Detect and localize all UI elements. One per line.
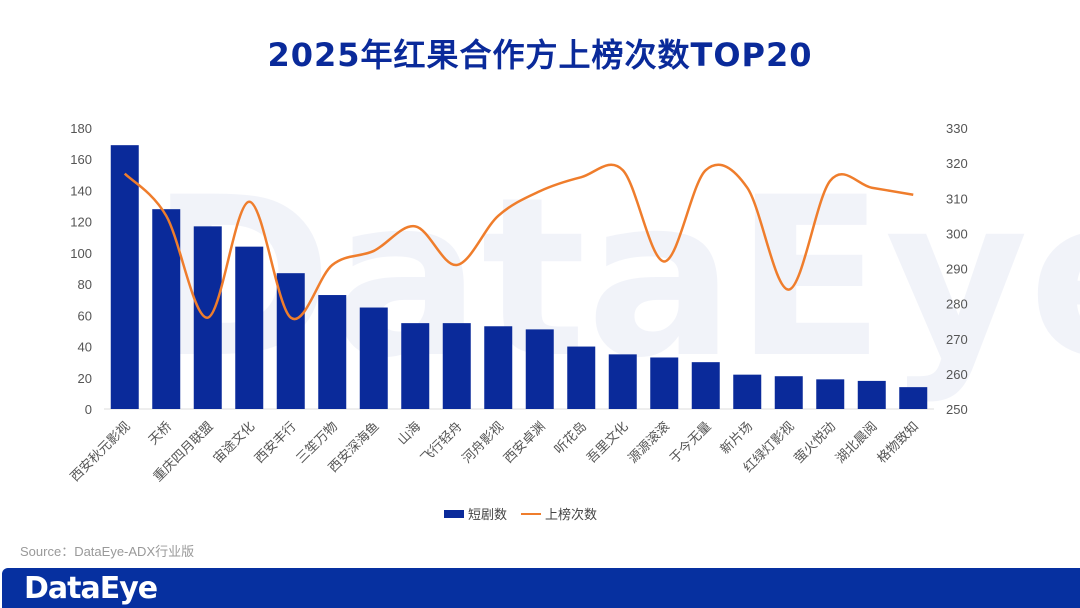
chart-plot: 0 20 40 60 80 100 120 140 160 180 250 260 270 280 290 3… — [67, 121, 968, 485]
bar — [774, 376, 803, 409]
y-right-tick-label: 290 — [946, 262, 968, 277]
bar — [857, 380, 886, 409]
footer-bar: DataEye — [2, 568, 1080, 608]
bar — [110, 145, 139, 409]
x-tick-label: 宙途文化 — [210, 419, 257, 466]
x-tick-label: 于今无量 — [666, 419, 713, 466]
y-right-tick-label: 300 — [946, 226, 968, 241]
y-left-tick-label: 160 — [70, 152, 92, 167]
x-tick-label: 飞行轻舟 — [417, 419, 464, 466]
y-right-tick-label: 320 — [946, 156, 968, 171]
bar — [484, 326, 513, 409]
legend: 短剧数 上榜次数 — [444, 504, 597, 523]
bar — [650, 357, 679, 409]
bar — [733, 374, 762, 409]
x-tick-label: 西安丰行 — [251, 419, 298, 466]
y-left-tick-label: 120 — [70, 215, 92, 230]
bar — [567, 346, 596, 409]
y-left-tick-label: 140 — [70, 183, 92, 198]
y-right-tick-label: 330 — [946, 121, 968, 136]
x-tick-label: 源源滚滚 — [625, 419, 672, 466]
legend-bar-swatch — [444, 509, 464, 518]
bar — [691, 362, 720, 409]
y-right-tick-label: 250 — [946, 402, 968, 417]
bar — [899, 387, 928, 409]
y-left-tick-label: 80 — [78, 277, 92, 292]
x-tick-label: 听花岛 — [551, 419, 589, 457]
y-right-tick-label: 260 — [946, 367, 968, 382]
x-tick-label: 格物致知 — [874, 419, 921, 466]
x-tick-label: 天桥 — [145, 419, 174, 448]
x-tick-label: 山海 — [394, 419, 423, 448]
source-note: Source：DataEye-ADX行业版 — [20, 544, 195, 559]
bar — [816, 379, 845, 409]
y-left-tick-label: 60 — [78, 308, 92, 323]
x-tick-label: 萤火悦动 — [791, 419, 838, 466]
bar — [525, 329, 554, 409]
x-tick-label: 新片场 — [717, 419, 755, 457]
legend-item-bars[interactable]: 短剧数 — [444, 504, 507, 523]
bar — [318, 295, 347, 409]
y-right-tick-label: 310 — [946, 191, 968, 206]
y-left-tick-label: 40 — [78, 340, 92, 355]
legend-item-line[interactable]: 上榜次数 — [521, 504, 597, 523]
x-tick-label: 吾里文化 — [583, 419, 630, 466]
bar — [442, 323, 471, 409]
bar — [608, 354, 637, 409]
legend-line-swatch — [521, 512, 542, 515]
y-left-tick-label: 0 — [85, 402, 92, 417]
y-left-tick-label: 20 — [78, 371, 92, 386]
x-tick-label: 湖北晨阅 — [832, 419, 879, 466]
x-tick-label: 西安卓渊 — [500, 419, 547, 466]
line-series — [123, 163, 914, 321]
legend-label: 上榜次数 — [545, 507, 598, 522]
bar — [401, 323, 430, 409]
y-right-tick-label: 280 — [946, 297, 968, 312]
dataeye-logo: DataEye — [24, 571, 158, 606]
x-tick-label: 西安秋元影视 — [67, 419, 133, 485]
legend-label: 短剧数 — [468, 507, 508, 522]
bar — [359, 307, 388, 409]
y-left-tick-label: 100 — [70, 246, 92, 261]
y-right-tick-label: 270 — [946, 332, 968, 347]
y-left-tick-label: 180 — [70, 121, 92, 136]
chart-title: 2025年红果合作方上榜次数TOP20 — [267, 36, 813, 74]
bar — [235, 246, 264, 409]
x-tick-label: 河舟影视 — [459, 419, 506, 466]
